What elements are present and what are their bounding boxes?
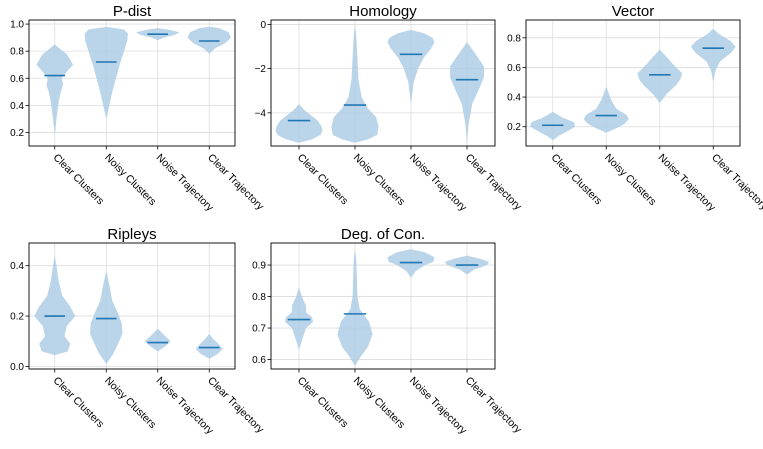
subplot-title: Ripleys — [107, 226, 156, 243]
plot-frame — [28, 19, 236, 147]
violin-noise-trajectory — [387, 29, 435, 104]
x-tick-label-clear-clusters: Clear Clusters — [51, 152, 107, 208]
y-tick-label: 0.6 — [10, 74, 24, 85]
violin-noise-trajectory — [387, 249, 435, 278]
x-tick-label-noisy-clusters: Noisy Clusters — [351, 152, 407, 208]
violin-noisy-clusters — [90, 270, 123, 364]
violin-noisy-clusters — [331, 24, 379, 143]
x-tick-label-noise-trajectory: Noise Trajectory — [656, 152, 719, 215]
subplot-title: Deg. of Con. — [341, 226, 425, 243]
y-tick-label: 0.4 — [507, 93, 521, 104]
violin-clear-trajectory — [195, 333, 223, 359]
y-tick-label: −2 — [255, 64, 267, 75]
violin-noisy-clusters — [337, 249, 373, 366]
y-tick-label: 1.0 — [10, 20, 24, 31]
y-tick-label: 0.4 — [10, 101, 24, 112]
plot-frame — [28, 242, 236, 370]
violin-noise-trajectory — [637, 49, 683, 103]
y-tick-label: 0.2 — [10, 128, 24, 139]
y-tick-label: 0.4 — [10, 261, 24, 272]
x-tick-label-noisy-clusters: Noisy Clusters — [102, 152, 158, 208]
y-tick-label: 0.6 — [507, 63, 521, 74]
y-tick-label: 0.2 — [507, 122, 521, 133]
x-tick-label-noise-trajectory: Noise Trajectory — [407, 375, 470, 438]
violin-clear-clusters — [36, 44, 74, 136]
y-tick-label: 0.8 — [507, 33, 521, 44]
violin-clear-clusters — [284, 287, 314, 351]
y-tick-label: 0.7 — [252, 324, 266, 335]
violin-clear-clusters — [275, 104, 323, 143]
y-tick-label: 0 — [260, 20, 266, 31]
plot-frame — [270, 242, 496, 370]
plot-frame — [525, 19, 741, 147]
x-tick-label-clear-clusters: Clear Clusters — [549, 152, 605, 208]
violin-clear-trajectory — [690, 28, 736, 83]
x-tick-label-noisy-clusters: Noisy Clusters — [351, 375, 407, 431]
violin-clear-trajectory — [450, 42, 484, 144]
subplot-title: Vector — [612, 3, 655, 20]
violin-clear-clusters — [34, 255, 76, 356]
x-tick-label-noisy-clusters: Noisy Clusters — [602, 152, 658, 208]
y-tick-label: 0.6 — [252, 355, 266, 366]
y-tick-label: −4 — [255, 108, 267, 119]
y-tick-label: 0.9 — [252, 261, 266, 272]
subplot-title: P-dist — [113, 3, 152, 20]
x-tick-label-clear-trajectory: Clear Trajectory — [463, 375, 524, 436]
x-tick-label-noise-trajectory: Noise Trajectory — [407, 152, 470, 215]
y-tick-label: 0.0 — [10, 362, 24, 373]
subplot-homology: −4 −2 0 Clear Clusters Noisy Clusters Noise T… — [255, 3, 525, 214]
x-tick-label-noisy-clusters: Noisy Clusters — [102, 375, 158, 431]
x-tick-label-clear-clusters: Clear Clusters — [295, 152, 351, 208]
x-tick-label-clear-clusters: Clear Clusters — [51, 375, 107, 431]
x-tick-label-clear-clusters: Clear Clusters — [295, 375, 351, 431]
y-tick-label: 0.8 — [252, 292, 266, 303]
violin-noise-trajectory — [144, 328, 171, 352]
x-tick-label-clear-trajectory: Clear Trajectory — [463, 152, 524, 213]
violin-noisy-clusters — [583, 86, 629, 133]
y-tick-label: 0.2 — [10, 312, 24, 323]
violin-noisy-clusters — [84, 26, 128, 119]
subplot-title: Homology — [349, 3, 417, 20]
subplot-deg-of-con: 0.6 0.7 0.8 0.9 Clear Clusters Noisy Clusters… — [252, 226, 524, 437]
plot-frame — [270, 19, 496, 147]
y-tick-label: 0.8 — [10, 47, 24, 58]
